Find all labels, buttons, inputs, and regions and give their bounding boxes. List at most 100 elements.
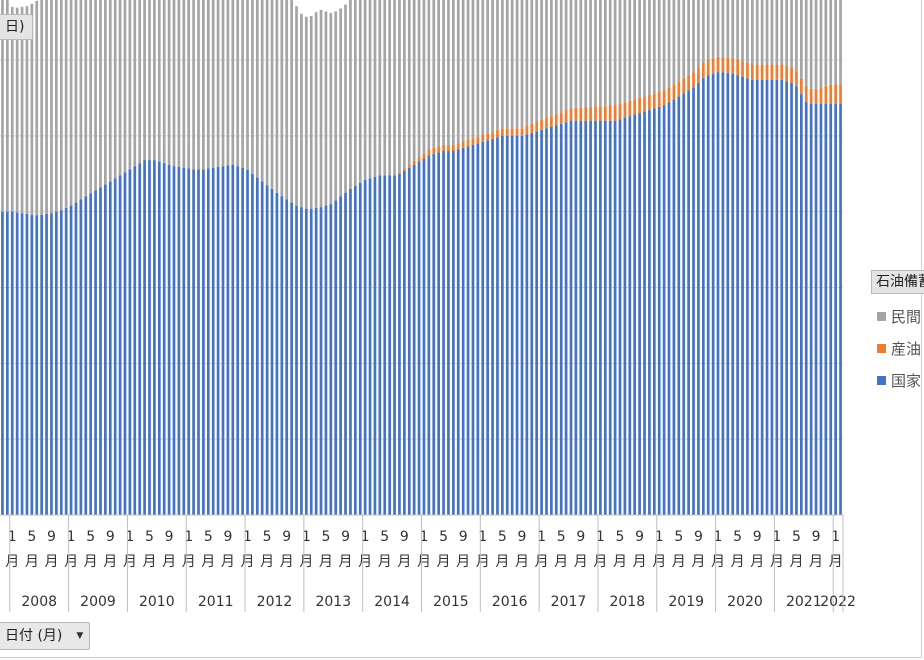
bar-private (84, 0, 88, 197)
bar-national (339, 196, 342, 515)
bar-national (491, 138, 494, 515)
bar-private (628, 0, 632, 101)
bar-national (780, 79, 784, 515)
bar-private (819, 0, 823, 88)
x-tick-month-suffix: 月 (456, 554, 470, 570)
bar-private (809, 0, 813, 89)
bar-private (138, 0, 142, 164)
bar-national (550, 126, 553, 515)
chevron-down-icon[interactable]: ▼ (76, 631, 84, 641)
bar-private (706, 0, 710, 60)
bar-private (422, 0, 426, 154)
bar-private (15, 7, 19, 213)
legend-item-producer[interactable]: 産油 (871, 338, 924, 358)
bar-producer (579, 107, 583, 121)
x-tick-month-label: 9 (223, 529, 232, 545)
date-field-button[interactable]: 日付 (月) ▼ (0, 622, 91, 650)
x-tick-month-label: 9 (576, 529, 585, 545)
bar-producer (417, 157, 421, 162)
bar-national (275, 192, 279, 515)
bar-private (172, 0, 176, 167)
bar-private (300, 13, 303, 208)
legend-label-national: 国家 (891, 371, 922, 390)
bar-national (202, 169, 205, 515)
x-tick-month-suffix: 月 (25, 554, 39, 570)
bar-private (231, 0, 235, 165)
x-tick-month-suffix: 月 (162, 554, 176, 570)
bar-national (25, 213, 29, 515)
bar-national (819, 103, 823, 515)
x-tick-month-suffix: 月 (280, 554, 294, 570)
bar-producer (824, 85, 828, 104)
bar-national (133, 166, 137, 516)
bar-national (716, 72, 720, 515)
bar-national (726, 72, 730, 515)
bar-private (535, 0, 539, 122)
x-tick-year-label: 2010 (139, 594, 175, 610)
legend: 石油備蓄 民間 産油 国家 (871, 270, 924, 390)
legend-label-private: 民間 (891, 307, 922, 326)
bar-national (721, 72, 725, 515)
bar-private (814, 0, 818, 89)
bar-national (736, 75, 739, 516)
bar-producer (599, 106, 602, 121)
bar-producer (540, 119, 543, 130)
bar-producer (461, 141, 465, 148)
bar-private (280, 0, 284, 197)
bar-producer (780, 64, 784, 80)
bar-national (393, 175, 396, 515)
bar-private (545, 0, 548, 118)
bar-private (456, 0, 460, 144)
bar-private (216, 0, 220, 167)
x-tick-month-label: 1 (67, 529, 76, 545)
bar-national (760, 79, 764, 515)
bar-producer (456, 143, 460, 150)
bar-national (545, 128, 548, 515)
bar-private (187, 0, 191, 169)
legend-item-private[interactable]: 民間 (871, 306, 924, 326)
bar-producer (731, 58, 735, 74)
x-tick-year-label: 2009 (80, 594, 116, 610)
legend-item-national[interactable]: 国家 (871, 370, 924, 390)
bar-private (525, 0, 529, 126)
bar-producer (515, 128, 519, 136)
bar-national (55, 211, 58, 516)
bar-private (662, 0, 666, 91)
bar-private (741, 0, 744, 62)
bar-producer (755, 64, 759, 80)
x-tick-month-label: 9 (106, 529, 115, 545)
bar-private (510, 0, 514, 129)
x-tick-month-label: 9 (400, 529, 409, 545)
bar-national (633, 114, 637, 515)
bar-national (569, 120, 573, 516)
x-tick-month-label: 1 (125, 529, 134, 545)
bar-national (603, 120, 607, 516)
bar-private (603, 0, 607, 107)
bar-private (79, 0, 83, 200)
bar-national (407, 167, 411, 515)
x-tick-year-label: 2019 (668, 594, 704, 610)
bar-private (643, 0, 646, 97)
bar-producer (476, 136, 480, 144)
x-tick-month-label: 9 (165, 529, 174, 545)
value-field-button[interactable]: 日) (0, 14, 34, 40)
bar-national (187, 168, 191, 515)
bar-private (515, 0, 519, 129)
bar-national (69, 205, 73, 515)
bar-national (437, 152, 441, 515)
bar-private (569, 0, 573, 109)
bar-producer (701, 63, 705, 79)
bar-producer (716, 56, 720, 73)
legend-title[interactable]: 石油備蓄 (871, 270, 924, 294)
x-tick-year-label: 2015 (433, 594, 469, 610)
bar-national (662, 105, 666, 515)
bar-national (839, 103, 842, 515)
bar-producer (692, 72, 695, 88)
bar-private (648, 0, 651, 95)
bar-national (211, 167, 215, 515)
x-tick-month-label: 1 (714, 529, 723, 545)
bar-private (716, 0, 720, 57)
bar-private (368, 0, 372, 179)
bar-national (795, 86, 798, 515)
bar-national (251, 173, 254, 515)
